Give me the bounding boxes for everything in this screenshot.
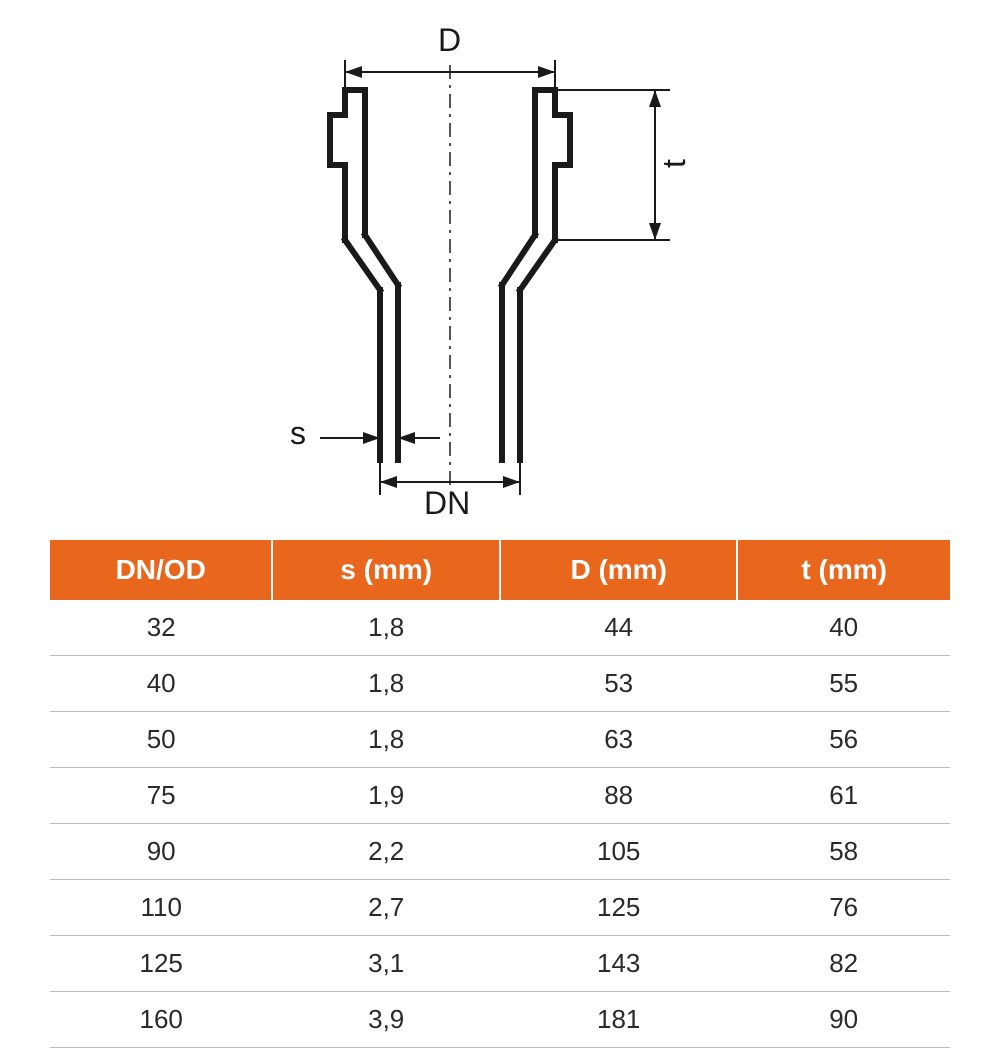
table-row: 1253,114382 xyxy=(50,936,950,992)
table-cell: 1,8 xyxy=(272,600,500,656)
table-row: 501,86356 xyxy=(50,712,950,768)
diagram-svg xyxy=(150,30,850,510)
column-header: s (mm) xyxy=(272,540,500,600)
table-cell: 1,8 xyxy=(272,656,500,712)
column-header: t (mm) xyxy=(737,540,950,600)
table-cell: 61 xyxy=(737,768,950,824)
table-cell: 105 xyxy=(500,824,737,880)
pipe-cross-section-diagram: D t s DN xyxy=(150,30,850,510)
dimensions-table: DN/ODs (mm)D (mm)t (mm) 321,84440401,853… xyxy=(50,540,950,1048)
label-d: D xyxy=(438,22,461,59)
table-row: 321,84440 xyxy=(50,600,950,656)
table-cell: 1,8 xyxy=(272,712,500,768)
table-cell: 53 xyxy=(500,656,737,712)
table-row: 1102,712576 xyxy=(50,880,950,936)
table-header: DN/ODs (mm)D (mm)t (mm) xyxy=(50,540,950,600)
table-cell: 143 xyxy=(500,936,737,992)
table-cell: 88 xyxy=(500,768,737,824)
table-cell: 82 xyxy=(737,936,950,992)
table-cell: 44 xyxy=(500,600,737,656)
label-t: t xyxy=(656,159,693,168)
table-row: 751,98861 xyxy=(50,768,950,824)
table-cell: 40 xyxy=(737,600,950,656)
table-cell: 58 xyxy=(737,824,950,880)
table-cell: 75 xyxy=(50,768,272,824)
table-cell: 90 xyxy=(50,824,272,880)
table-cell: 76 xyxy=(737,880,950,936)
table-cell: 125 xyxy=(500,880,737,936)
label-dn: DN xyxy=(424,485,470,522)
table-cell: 2,2 xyxy=(272,824,500,880)
table-row: 401,85355 xyxy=(50,656,950,712)
table-body: 321,84440401,85355501,86356751,98861902,… xyxy=(50,600,950,1048)
table-row: 902,210558 xyxy=(50,824,950,880)
table-cell: 40 xyxy=(50,656,272,712)
table-cell: 50 xyxy=(50,712,272,768)
table-cell: 3,1 xyxy=(272,936,500,992)
table-cell: 63 xyxy=(500,712,737,768)
column-header: D (mm) xyxy=(500,540,737,600)
table-cell: 32 xyxy=(50,600,272,656)
table-cell: 110 xyxy=(50,880,272,936)
column-header: DN/OD xyxy=(50,540,272,600)
dimensions-table-container: DN/ODs (mm)D (mm)t (mm) 321,84440401,853… xyxy=(50,540,950,1048)
table-cell: 55 xyxy=(737,656,950,712)
table-cell: 125 xyxy=(50,936,272,992)
label-s: s xyxy=(290,415,306,452)
table-cell: 1,9 xyxy=(272,768,500,824)
table-cell: 56 xyxy=(737,712,950,768)
table-cell: 2,7 xyxy=(272,880,500,936)
